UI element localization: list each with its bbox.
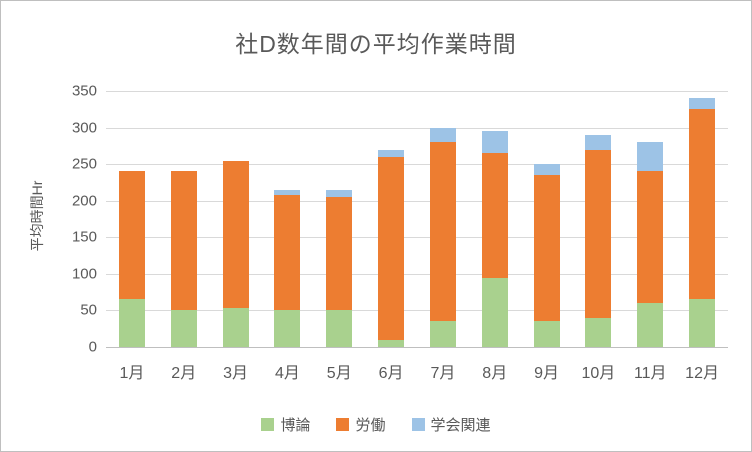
y-tick-label: 350 — [71, 82, 97, 100]
bar-segment-労働 — [533, 175, 560, 322]
y-tick-label: 100 — [71, 265, 97, 283]
bar-segment-学会関連 — [378, 149, 405, 157]
bar-stack-12月 — [689, 98, 716, 347]
gridline — [106, 164, 728, 166]
legend-label: 学会関連 — [430, 417, 491, 434]
bar-segment-博論 — [274, 310, 301, 347]
x-axis-label: 3月 — [223, 365, 249, 382]
bar-segment-労働 — [118, 171, 145, 300]
bar-segment-学会関連 — [533, 164, 560, 176]
x-axis-label: 9月 — [534, 365, 560, 382]
bar-stack-10月 — [585, 134, 612, 347]
bar-segment-博論 — [481, 277, 508, 347]
legend-item-労働: 労働 — [336, 414, 386, 435]
bar-segment-博論 — [429, 321, 456, 347]
y-tick-label: 300 — [71, 119, 97, 137]
gridline — [106, 273, 728, 275]
bar-segment-博論 — [222, 308, 249, 347]
gridline — [106, 127, 728, 129]
bar-segment-労働 — [274, 194, 301, 311]
bar-segment-博論 — [118, 299, 145, 347]
bar-stack-3月 — [222, 160, 249, 347]
bar-segment-博論 — [585, 317, 612, 347]
plot-area: 0 50 100 150 200 250 300 350 1月 2月 3月 4月 5月 6月 7月 8月 9月 1… — [72, 83, 728, 382]
bar-segment-博論 — [533, 321, 560, 347]
bar-segment-博論 — [689, 299, 716, 347]
bar-stack-1月 — [118, 171, 145, 347]
bar-stack-8月 — [481, 131, 508, 347]
x-axis-label: 5月 — [326, 365, 352, 382]
x-axis-label: 4月 — [274, 365, 300, 382]
bar-segment-労働 — [481, 153, 508, 278]
legend-swatch — [336, 418, 350, 431]
bar-segment-学会関連 — [585, 134, 612, 150]
x-axis-label: 6月 — [378, 365, 404, 382]
bar-segment-労働 — [222, 160, 249, 309]
gridline — [106, 237, 728, 239]
y-tick-label: 50 — [80, 301, 97, 319]
bar-segment-労働 — [585, 149, 612, 318]
gridline — [106, 200, 728, 202]
legend-swatch — [411, 418, 425, 431]
bar-segment-博論 — [637, 303, 664, 347]
x-axis-label: 12月 — [685, 365, 719, 382]
y-tick-label: 250 — [71, 155, 97, 173]
x-axis-label: 2月 — [171, 365, 197, 382]
bar-segment-学会関連 — [689, 98, 716, 110]
bar-stack-7月 — [429, 127, 456, 347]
bar-segment-学会関連 — [326, 189, 353, 198]
bar-stack-5月 — [326, 189, 353, 347]
y-tick-label: 0 — [88, 338, 97, 356]
legend-item-博論: 博論 — [261, 414, 310, 435]
x-axis-label: 1月 — [119, 365, 145, 382]
bar-stack-11月 — [637, 142, 664, 347]
bar-segment-博論 — [378, 339, 405, 347]
bar-stack-9月 — [533, 164, 560, 347]
legend-label: 博論 — [280, 417, 311, 434]
x-axis-label: 7月 — [430, 365, 456, 382]
x-axis-label: 8月 — [482, 365, 508, 382]
y-axis-title: 平均時間Hr — [29, 180, 45, 252]
bar-stack-6月 — [378, 149, 405, 347]
legend-label: 労働 — [355, 417, 386, 434]
bar-segment-労働 — [170, 171, 197, 311]
bar-stack-2月 — [170, 171, 197, 347]
bar-segment-学会関連 — [274, 189, 301, 195]
bar-segment-労働 — [689, 109, 716, 300]
bar-segment-学会関連 — [481, 131, 508, 154]
y-tick-label: 200 — [71, 192, 97, 210]
legend-item-学会関連: 学会関連 — [411, 414, 491, 435]
gridline — [106, 310, 728, 312]
bar-segment-学会関連 — [429, 127, 456, 143]
bar-stack-4月 — [274, 189, 301, 347]
bar-segment-労働 — [429, 142, 456, 322]
x-axis-line — [106, 347, 728, 348]
legend-swatch — [261, 418, 275, 431]
bar-segment-博論 — [170, 310, 197, 347]
bar-segment-労働 — [378, 156, 405, 340]
x-axis-label: 10月 — [581, 365, 616, 382]
bar-segment-博論 — [326, 310, 353, 347]
bar-segment-労働 — [326, 197, 353, 311]
x-axis-label: 11月 — [633, 365, 667, 382]
bar-segment-労働 — [637, 171, 664, 304]
bar-segment-学会関連 — [637, 142, 664, 172]
y-tick-label: 150 — [71, 228, 97, 246]
chart-title: 社D数年間の平均作業時間 — [235, 31, 517, 57]
legend: 博論 労働 学会関連 — [1, 414, 751, 435]
gridline — [106, 91, 728, 92]
